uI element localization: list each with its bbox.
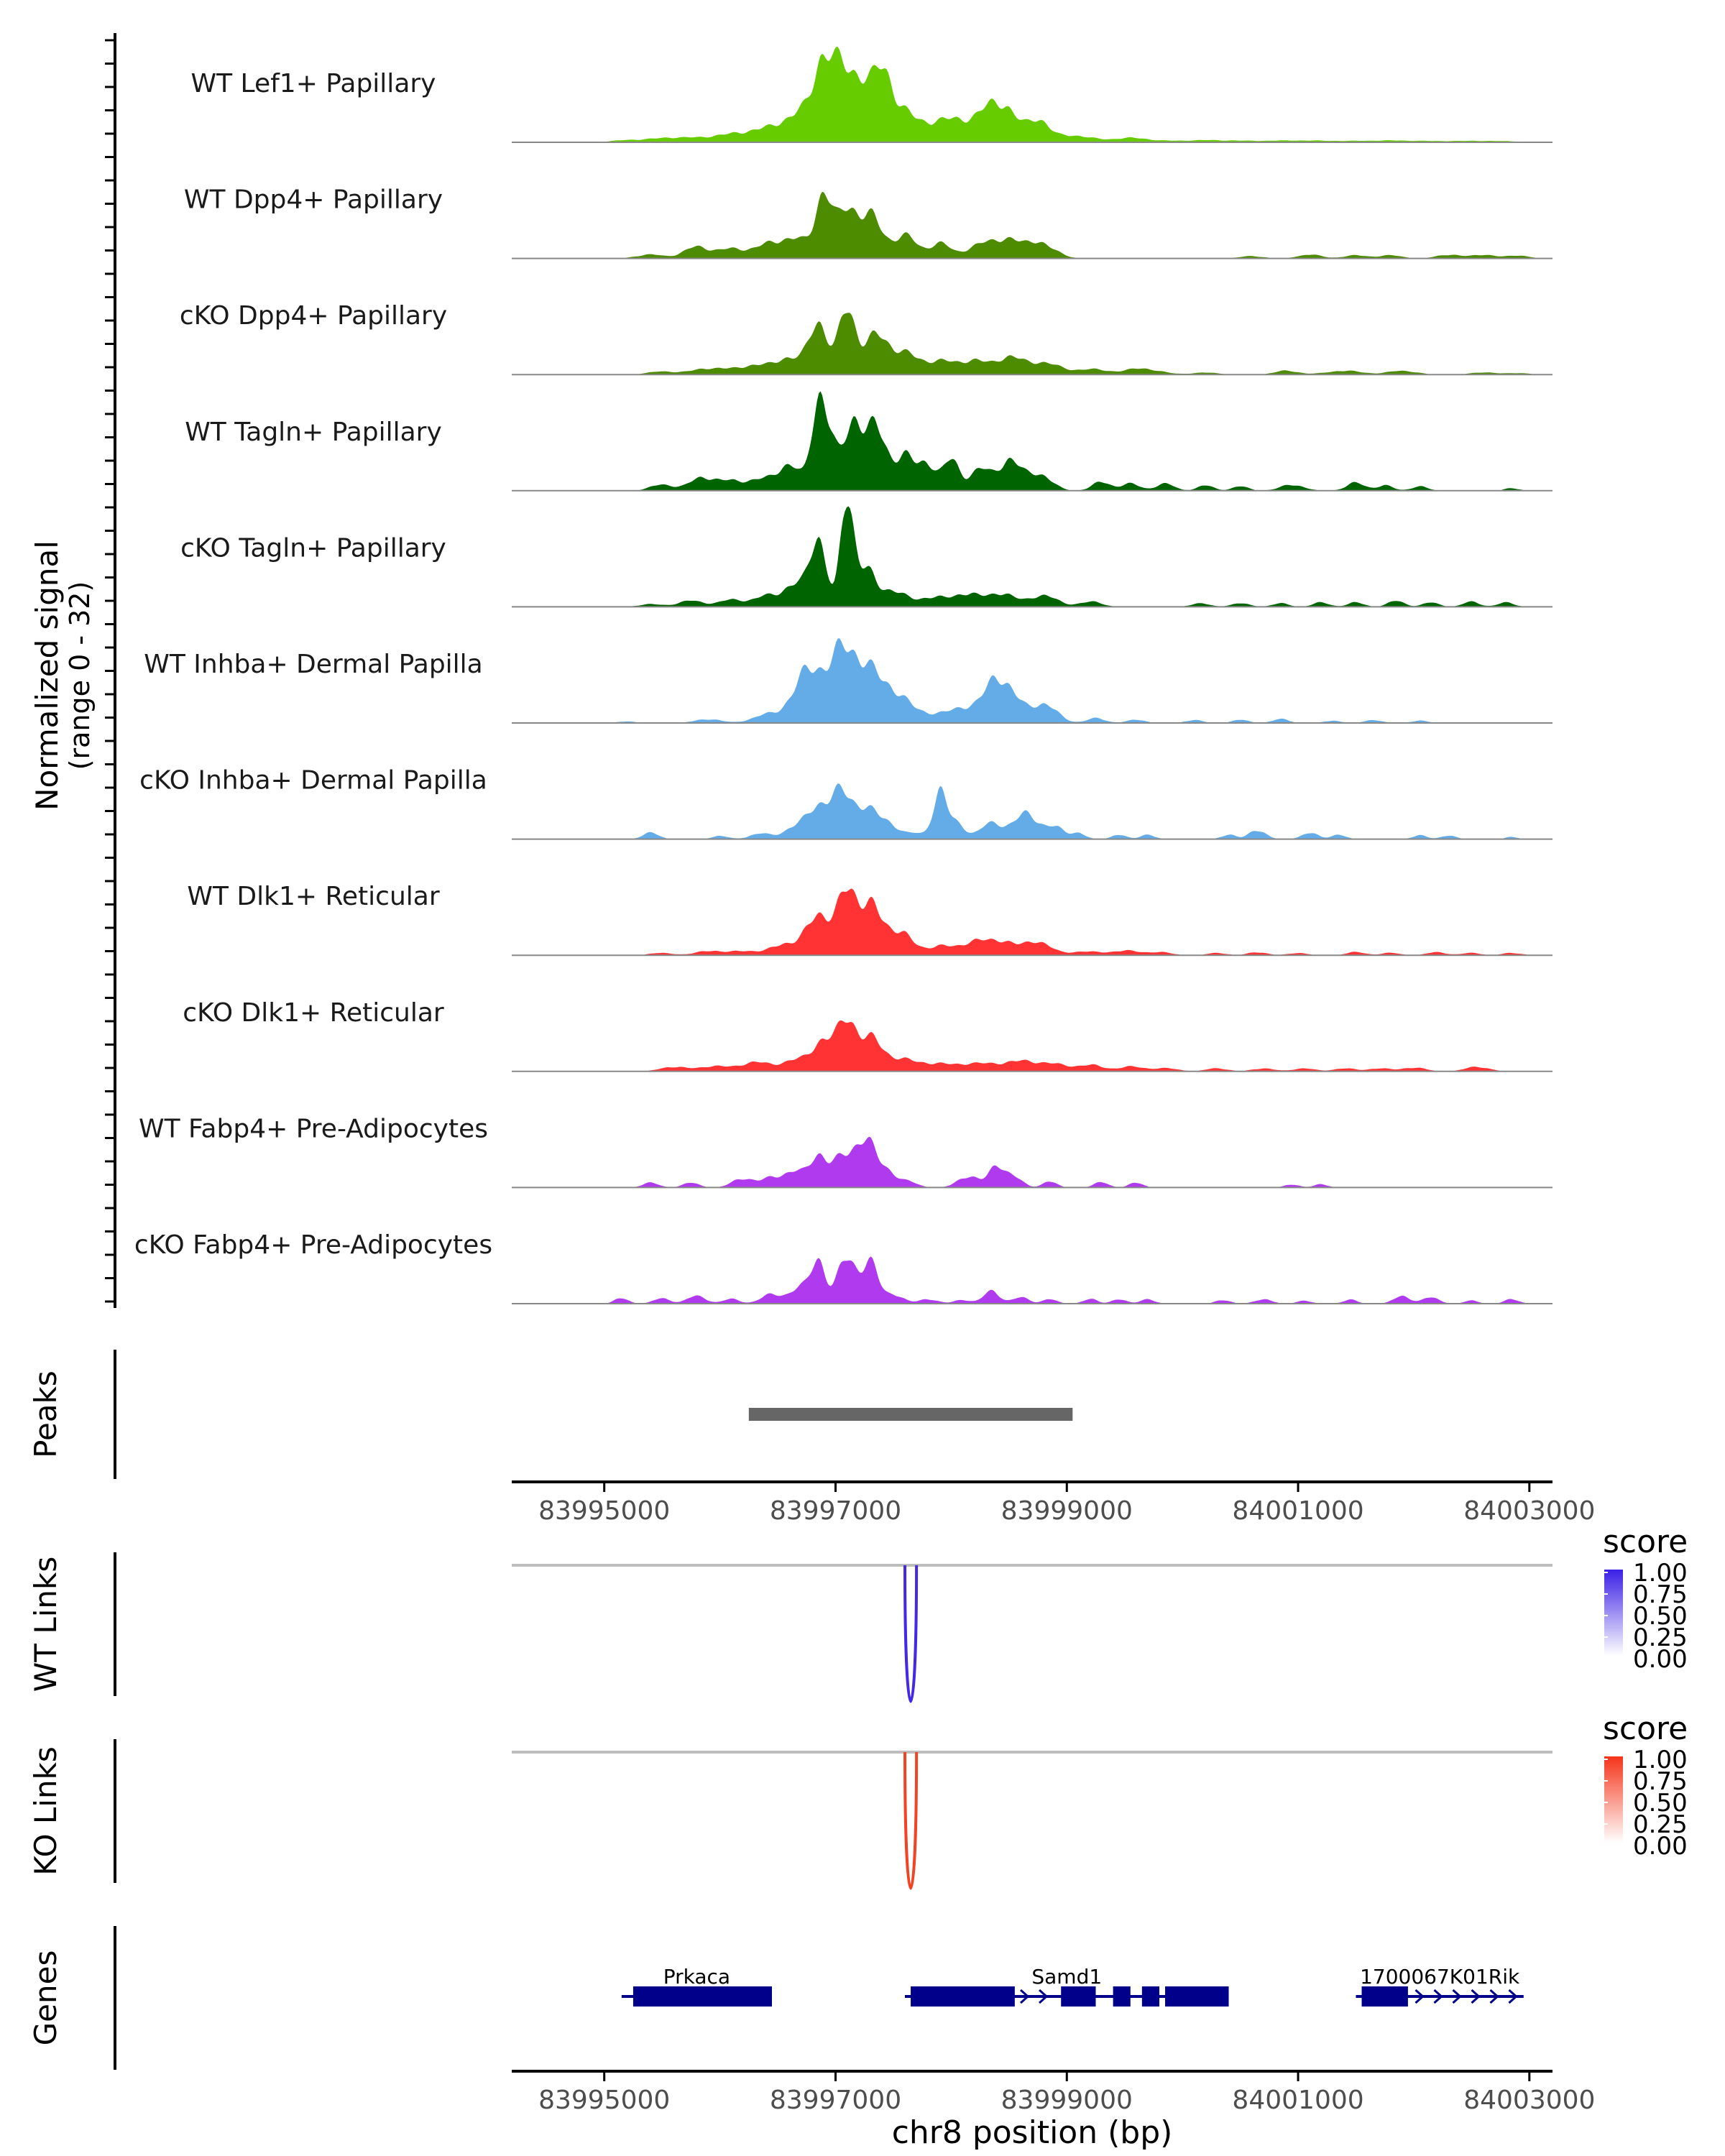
x-tick-label: 84003000 [1463,2086,1595,2115]
link-track-label: WT Links [28,1557,63,1692]
link-arc [903,1751,919,1890]
coverage-track: WT Inhba+ Dermal Papilla [144,638,1552,724]
middle-x-axis-ticks: 83995000 83997000 83999000 84001000 84003000 [538,1482,1595,1526]
coverage-track-label: cKO Fabp4+ Pre-Adipocytes [134,1230,492,1260]
gene-name-label: Prkaca [663,1965,730,1989]
coverage-area [512,1256,1552,1304]
coverage-track-label: WT Dlk1+ Reticular [187,882,439,911]
legend-tick-label: 0.50 [1633,1602,1688,1631]
legend-colorbar [1604,1570,1623,1656]
coverage-area [512,1020,1552,1072]
legend-tick-label: 0.00 [1633,1832,1688,1861]
gene-strand-chevron [1414,1989,1425,2004]
x-tick-label: 83999000 [1001,1496,1133,1526]
link-arc [903,1565,919,1703]
coverage-track: WT Fabp4+ Pre-Adipocytes [139,1114,1552,1189]
coverage-area [512,191,1552,259]
legend-title: score [1603,1710,1688,1747]
legend-title: score [1603,1524,1688,1560]
gene-strand-chevron [1471,1989,1481,2004]
gene-models: Prkaca Samd1 1700067K01Rik [621,1965,1524,2007]
coverage-y-label-line2: (range 0 - 32) [64,581,96,770]
x-tick-label: 84001000 [1232,2086,1363,2115]
coverage-track-label: WT Fabp4+ Pre-Adipocytes [139,1114,488,1143]
coverage-track: cKO Dlk1+ Reticular [183,998,1552,1072]
gene-exon [1165,1986,1229,2007]
link-track-label: KO Links [28,1746,63,1876]
gene-strand-chevron [1039,1989,1049,2004]
coverage-track: WT Lef1+ Papillary [191,47,1552,143]
coverage-area [512,888,1552,956]
coverage-track-label: cKO Dlk1+ Reticular [183,998,444,1028]
legend-colorbar [1604,1756,1623,1843]
x-tick-label: 83995000 [538,1496,670,1526]
gene-name-label: Samd1 [1031,1965,1102,1989]
x-tick-label: 83997000 [770,2086,901,2115]
coverage-track-label: cKO Tagln+ Papillary [180,533,446,563]
legend-tick-label: 0.50 [1633,1789,1688,1818]
peaks-track-label: Peaks [28,1370,63,1458]
coverage-area [512,391,1552,491]
coverage-track-label: cKO Dpp4+ Papillary [180,301,447,331]
gene-exon [1361,1986,1408,2007]
gene-strand-chevron [1489,1989,1499,2004]
x-tick-label: 84003000 [1463,1496,1595,1526]
legend-tick-label: 0.25 [1633,1810,1688,1839]
coverage-area [512,506,1552,607]
coverage-area [512,47,1552,142]
legend-tick-label: 0.75 [1633,1580,1688,1609]
gene-strand-chevron [1020,1989,1030,2004]
coverage-track-label: cKO Inhba+ Dermal Papilla [139,766,487,796]
coverage-track: cKO Tagln+ Papillary [180,506,1552,608]
gene-exon [632,1986,772,2007]
legend-tick-label: 1.00 [1633,1746,1688,1774]
gene-model: Samd1 [905,1965,1229,2007]
gene-name-label: 1700067K01Rik [1360,1965,1520,1989]
gene-exon [1113,1986,1131,2007]
legend-tick-label: 0.00 [1633,1645,1688,1674]
genes-track-label: Genes [28,1950,63,2046]
x-tick-label: 83997000 [770,1496,901,1526]
coverage-track-label: WT Inhba+ Dermal Papilla [144,650,482,679]
coverage-track: cKO Dpp4+ Papillary [180,301,1552,376]
legend-tick-label: 0.25 [1633,1623,1688,1652]
gene-strand-chevron [1433,1989,1443,2004]
coverage-area [512,313,1552,375]
legend-tick-label: 1.00 [1633,1559,1688,1588]
x-tick-label: 84001000 [1232,1496,1363,1526]
coverage-area [512,638,1552,723]
coverage-track-label: WT Dpp4+ Papillary [184,185,443,215]
coverage-y-ticks [105,39,115,1303]
coverage-track: WT Tagln+ Papillary [185,391,1552,492]
legend-tick-label: 0.75 [1633,1767,1688,1796]
gene-exon [911,1986,1015,2007]
peak-region-bar [748,1408,1073,1421]
gene-strand-chevron [1452,1989,1462,2004]
gene-strand-chevron [1508,1989,1518,2004]
x-tick-label: 83995000 [538,2086,670,2115]
gene-exon [1141,1986,1159,2007]
bottom-x-axis-ticks: 83995000 83997000 83999000 84001000 84003000 [538,2071,1595,2115]
coverage-area [512,1136,1552,1188]
x-tick-label: 83999000 [1001,2086,1133,2115]
x-axis-title: chr8 position (bp) [892,2114,1173,2151]
coverage-y-label-line1: Normalized signal [29,540,65,811]
coverage-track: cKO Fabp4+ Pre-Adipocytes [134,1230,1552,1304]
coverage-track: cKO Inhba+ Dermal Papilla [139,766,1552,840]
coverage-area [512,783,1552,839]
coverage-track-label: WT Tagln+ Papillary [185,418,442,447]
gene-model: 1700067K01Rik [1356,1965,1524,2007]
peak-regions [748,1408,1073,1421]
gene-exon [1061,1986,1096,2007]
coverage-track-label: WT Lef1+ Papillary [191,69,436,98]
coverage-track: WT Dlk1+ Reticular [187,882,1552,957]
coverage-track: WT Dpp4+ Papillary [184,185,1552,259]
coverage-tracks: WT Lef1+ Papillary WT Dpp4+ Papillary cKO … [134,47,1552,1304]
gene-model: Prkaca [621,1965,772,2007]
